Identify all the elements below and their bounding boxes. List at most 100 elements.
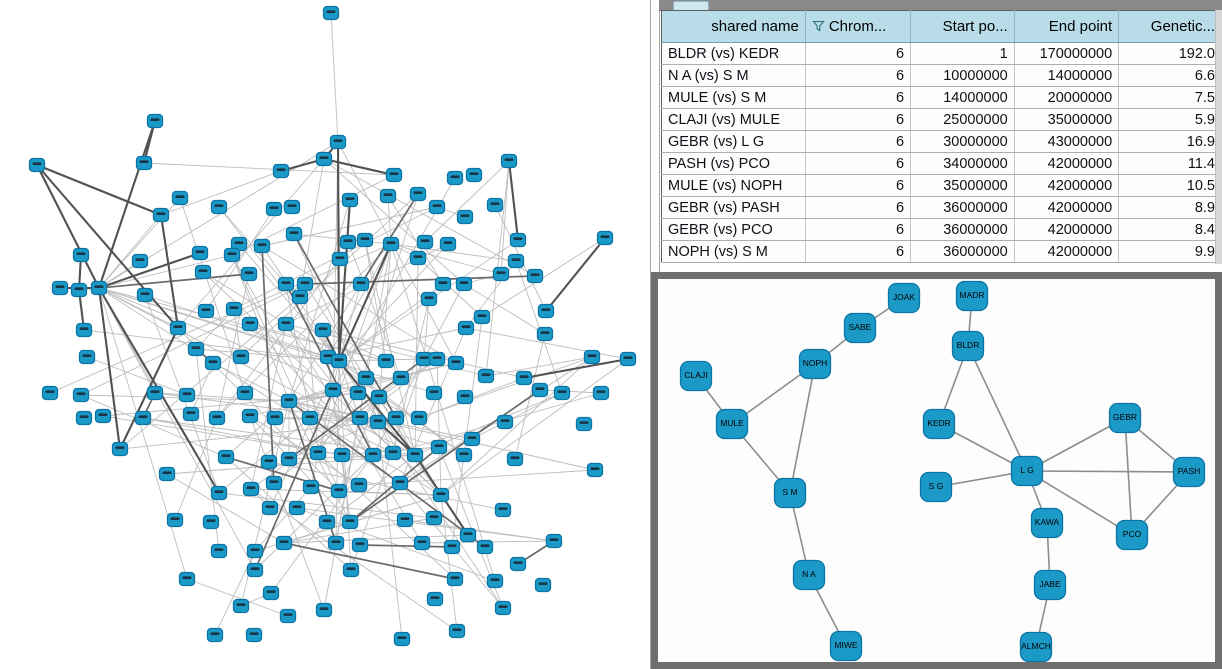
graph-edge[interactable]: [359, 358, 438, 419]
graph-edge[interactable]: [789, 363, 816, 494]
graph-node[interactable]: [75, 410, 93, 426]
graph-edge[interactable]: [304, 283, 319, 454]
graph-edge[interactable]: [285, 283, 374, 456]
graph-node[interactable]: [146, 113, 164, 129]
table-cell[interactable]: 10.5: [1118, 174, 1222, 197]
graph-node[interactable]: [509, 232, 527, 248]
graph-edge[interactable]: [159, 214, 180, 329]
table-cell[interactable]: 11.4: [1118, 152, 1222, 175]
graph-node[interactable]: [351, 410, 369, 426]
graph-edge[interactable]: [254, 454, 374, 571]
graph-node-jabe[interactable]: JABE: [1033, 569, 1067, 601]
graph-node[interactable]: [245, 627, 263, 643]
graph-node[interactable]: [210, 485, 228, 501]
graph-node[interactable]: [261, 500, 279, 516]
graph-edge[interactable]: [424, 160, 510, 243]
graph-node[interactable]: [309, 445, 327, 461]
graph-node[interactable]: [240, 266, 258, 282]
graph-node[interactable]: [131, 253, 149, 269]
table-row[interactable]: CLAJI (vs) MULE 6 25000000 35000000 5.9: [661, 108, 1222, 131]
graph-node[interactable]: [315, 602, 333, 618]
table-cell[interactable]: BLDR (vs) KEDR: [661, 42, 806, 65]
table-cell[interactable]: 16.9: [1118, 130, 1222, 153]
table-cell[interactable]: GEBR (vs) PCO: [661, 218, 806, 241]
graph-node[interactable]: [327, 535, 345, 551]
graph-node[interactable]: [443, 539, 461, 555]
graph-node-joak[interactable]: JOAK: [887, 282, 921, 314]
graph-edge[interactable]: [80, 283, 306, 396]
graph-node-sabe[interactable]: SABE: [843, 312, 877, 344]
graph-edge[interactable]: [1026, 470, 1133, 536]
graph-edge[interactable]: [338, 283, 362, 362]
graph-node[interactable]: [339, 234, 357, 250]
table-cell[interactable]: 7.5: [1118, 86, 1222, 109]
graph-edge[interactable]: [507, 160, 520, 241]
graph-edge[interactable]: [481, 237, 606, 318]
graph-node[interactable]: [553, 385, 571, 401]
graph-node[interactable]: [265, 475, 283, 491]
graph-edge[interactable]: [440, 356, 593, 496]
graph-node[interactable]: [223, 247, 241, 263]
graph-node[interactable]: [349, 385, 367, 401]
graph-edge[interactable]: [202, 271, 287, 325]
graph-node[interactable]: [279, 608, 297, 624]
graph-node[interactable]: [537, 303, 555, 319]
graph-edge[interactable]: [359, 544, 453, 548]
graph-node[interactable]: [322, 5, 340, 21]
graph-edge[interactable]: [283, 494, 442, 544]
graph-node[interactable]: [369, 414, 387, 430]
graph-node[interactable]: [425, 510, 443, 526]
graph-node[interactable]: [428, 199, 446, 215]
graph-node[interactable]: [526, 268, 544, 284]
graph-edge[interactable]: [174, 417, 218, 521]
graph-node[interactable]: [350, 477, 368, 493]
table-row[interactable]: BLDR (vs) KEDR 6 1 170000000 192.0: [661, 42, 1222, 65]
graph-node[interactable]: [534, 577, 552, 593]
graph-edge[interactable]: [249, 323, 374, 456]
graph-node-pash[interactable]: PASH: [1172, 456, 1206, 488]
graph-edge[interactable]: [967, 345, 1028, 472]
graph-node[interactable]: [51, 280, 69, 296]
graph-node[interactable]: [409, 250, 427, 266]
graph-node[interactable]: [356, 232, 374, 248]
graph-edge[interactable]: [98, 287, 256, 571]
graph-node[interactable]: [432, 487, 450, 503]
table-cell[interactable]: 6: [805, 240, 912, 263]
table-cell[interactable]: N A (vs) S M: [661, 64, 806, 87]
table-cell[interactable]: 35000000: [910, 174, 1015, 197]
graph-edge[interactable]: [143, 162, 395, 176]
graph-node[interactable]: [296, 276, 314, 292]
graph-edge[interactable]: [338, 360, 352, 571]
table-row[interactable]: MULE (vs) NOPH 6 35000000 42000000 10.5: [661, 174, 1222, 197]
graph-node[interactable]: [409, 186, 427, 202]
graph-edge[interactable]: [336, 141, 341, 362]
graph-edge[interactable]: [288, 400, 486, 548]
graph-edge[interactable]: [36, 164, 100, 289]
graph-node[interactable]: [204, 355, 222, 371]
table-row[interactable]: MULE (vs) S M 6 14000000 20000000 7.5: [661, 86, 1222, 109]
graph-edge[interactable]: [98, 254, 233, 289]
table-cell[interactable]: 42000000: [1014, 174, 1120, 197]
graph-node[interactable]: [72, 247, 90, 263]
graph-edge[interactable]: [212, 362, 394, 454]
graph-node[interactable]: [619, 351, 637, 367]
graph-edge[interactable]: [337, 199, 352, 362]
graph-node[interactable]: [456, 209, 474, 225]
column-header-chrom-[interactable]: Chrom...: [805, 10, 912, 43]
graph-node[interactable]: [384, 445, 402, 461]
graph-edge[interactable]: [338, 360, 374, 456]
graph-node[interactable]: [446, 170, 464, 186]
graph-node[interactable]: [465, 167, 483, 183]
table-cell[interactable]: 170000000: [1014, 42, 1120, 65]
graph-node[interactable]: [545, 533, 563, 549]
graph-edge[interactable]: [80, 394, 227, 458]
table-row[interactable]: GEBR (vs) PCO 6 36000000 42000000 8.4: [661, 218, 1222, 241]
graph-edge[interactable]: [231, 254, 290, 402]
graph-edge[interactable]: [330, 12, 339, 143]
table-cell[interactable]: 6: [805, 218, 912, 241]
graph-edge[interactable]: [49, 243, 392, 394]
graph-node[interactable]: [242, 481, 260, 497]
table-cell[interactable]: 42000000: [1014, 240, 1120, 263]
table-row[interactable]: GEBR (vs) PASH 6 36000000 42000000 8.9: [661, 196, 1222, 219]
graph-node[interactable]: [486, 573, 504, 589]
